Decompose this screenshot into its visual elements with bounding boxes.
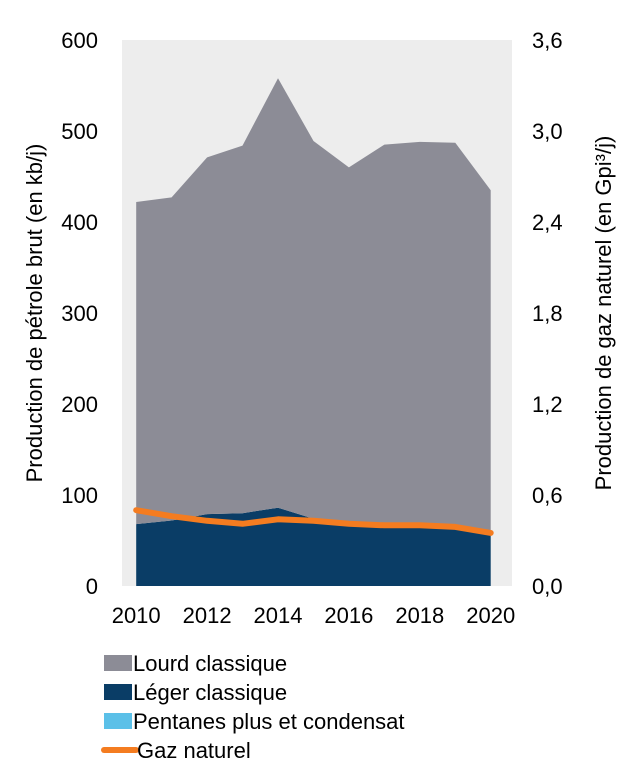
legend-label: Pentanes plus et condensat <box>133 709 405 734</box>
right-tick-label: 3,0 <box>532 119 563 144</box>
x-tick-label: 2020 <box>466 603 515 628</box>
legend: Lourd classique Léger classique Pentanes p… <box>101 651 405 763</box>
line-layers <box>133 507 494 536</box>
left-axis-ticks: 0 100 200 300 400 500 600 <box>61 28 98 599</box>
legend-label: Léger classique <box>133 680 287 705</box>
left-axis-title: Production de pétrole brut (en kb/j) <box>22 144 47 483</box>
legend-swatch <box>104 684 132 700</box>
left-tick-label: 600 <box>61 28 98 53</box>
right-tick-label: 1,8 <box>532 301 563 326</box>
left-tick-label: 300 <box>61 301 98 326</box>
x-axis-ticks: 2010 2012 2014 2016 2018 2020 <box>112 603 515 628</box>
right-tick-label: 1,2 <box>532 392 563 417</box>
area-lourd-classique <box>136 78 491 535</box>
x-tick-label: 2014 <box>254 603 303 628</box>
x-tick-label: 2018 <box>395 603 444 628</box>
x-tick-label: 2010 <box>112 603 161 628</box>
right-tick-label: 0,6 <box>532 483 563 508</box>
x-tick-label: 2012 <box>183 603 232 628</box>
right-axis-title: Production de gaz naturel (en Gpi³/j) <box>591 136 616 491</box>
left-tick-label: 0 <box>86 574 98 599</box>
right-tick-label: 0,0 <box>532 574 563 599</box>
left-tick-label: 100 <box>61 483 98 508</box>
x-tick-label: 2016 <box>324 603 373 628</box>
legend-label: Lourd classique <box>133 651 287 676</box>
right-tick-label: 2,4 <box>532 210 563 235</box>
right-tick-label: 3,6 <box>532 28 563 53</box>
legend-label: Gaz naturel <box>137 738 251 763</box>
legend-swatch <box>104 713 132 729</box>
legend-swatch <box>104 655 132 671</box>
left-tick-label: 400 <box>61 210 98 235</box>
left-tick-label: 500 <box>61 119 98 144</box>
line-gaz-naturel <box>133 507 494 536</box>
left-tick-label: 200 <box>61 392 98 417</box>
right-axis-ticks: 0,0 0,6 1,2 1,8 2,4 3,0 3,6 <box>532 28 563 599</box>
